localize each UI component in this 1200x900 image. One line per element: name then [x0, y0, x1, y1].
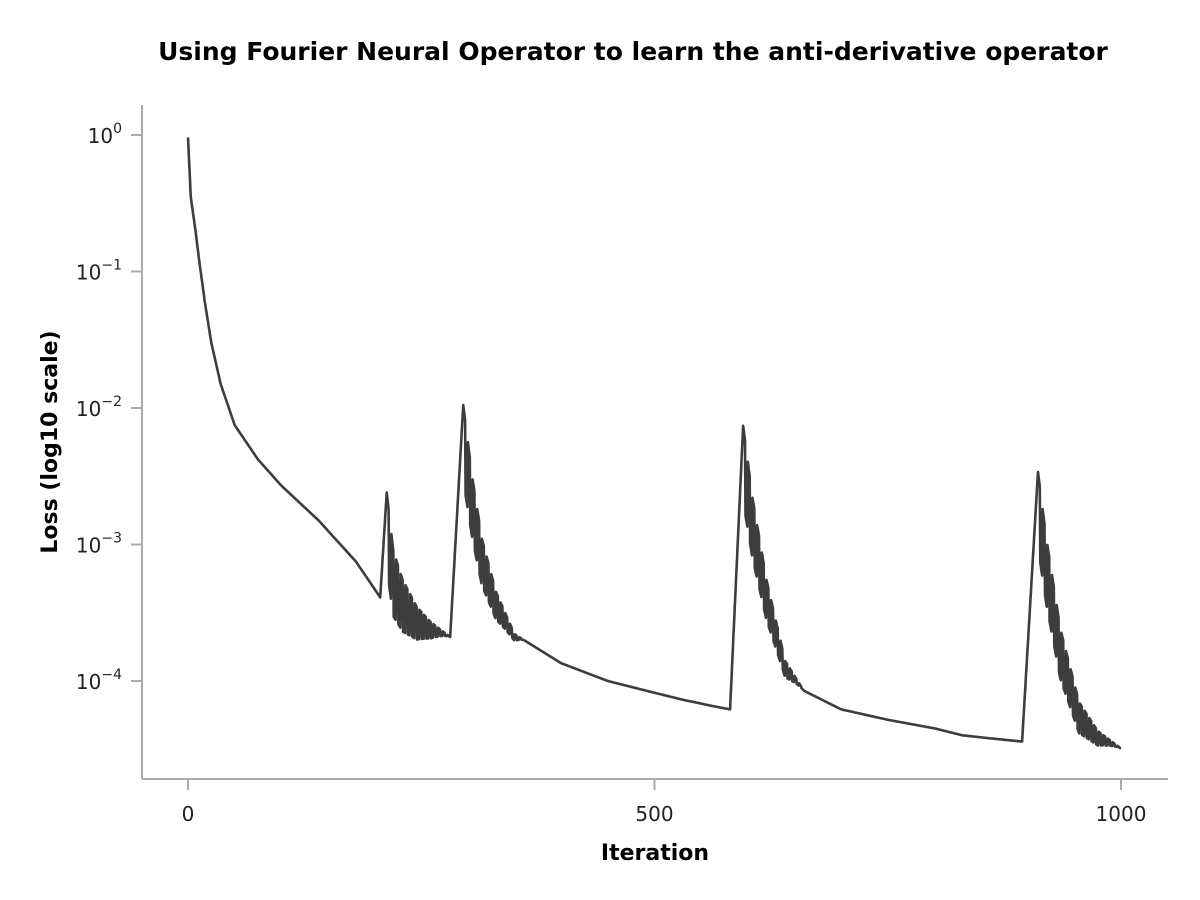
y-axis-ticks: 100 10−1 10−2 10−3 10−4: [76, 121, 142, 694]
chart-title: Using Fourier Neural Operator to learn t…: [158, 37, 1108, 66]
y-tick-label: 10−2: [76, 394, 122, 421]
x-axis-label: Iteration: [601, 841, 709, 866]
y-tick-label: 10−4: [76, 667, 122, 694]
x-tick-label: 1000: [1096, 802, 1147, 826]
loss-series-line: [186, 137, 1122, 750]
x-tick-label: 500: [635, 802, 673, 826]
y-tick-label: 10−3: [76, 531, 122, 558]
plot-area: 100 10−1 10−2 10−3 10−4 0 500 1000: [76, 105, 1168, 826]
x-tick-label: 0: [182, 802, 195, 826]
y-tick-label: 10−1: [76, 258, 122, 285]
y-tick-label: 100: [88, 121, 122, 148]
x-axis-ticks: 0 500 1000: [182, 779, 1147, 826]
y-axis-label: Loss (log10 scale): [38, 330, 63, 553]
